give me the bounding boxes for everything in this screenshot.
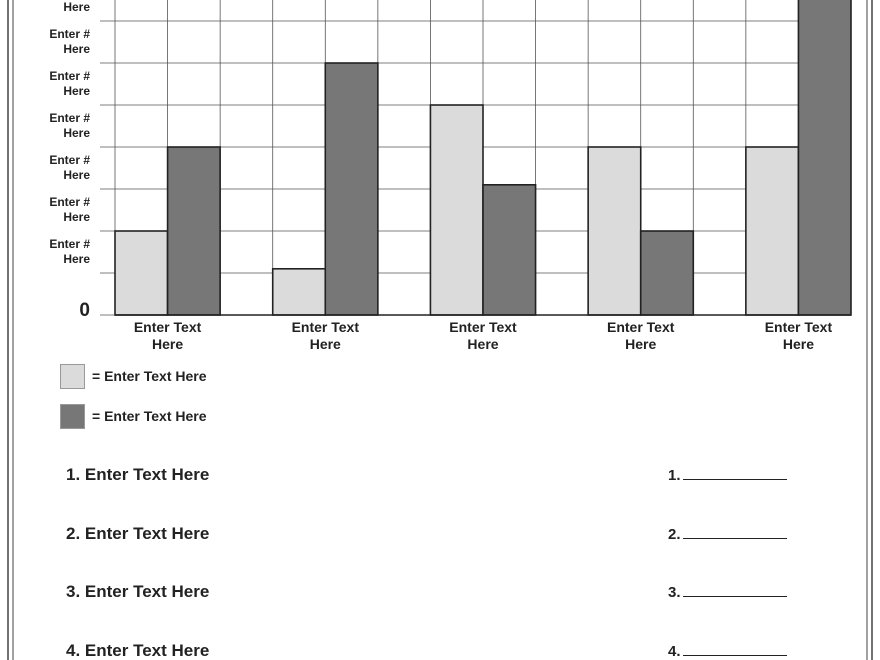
y-tick-label: Enter # Here bbox=[49, 195, 90, 224]
y-tick-label: 0 bbox=[79, 300, 90, 321]
bar bbox=[429, 104, 484, 316]
answer-number: 2. bbox=[668, 525, 681, 543]
bar bbox=[114, 230, 169, 316]
legend-swatch bbox=[60, 364, 85, 389]
y-tick-label: Enter # Here bbox=[49, 27, 90, 56]
answer-blank: 4. bbox=[668, 643, 787, 660]
x-tick-label: Enter Text Here bbox=[133, 319, 202, 352]
bar bbox=[639, 230, 695, 316]
answer-line bbox=[682, 584, 787, 597]
answer-number: 4. bbox=[668, 642, 681, 660]
bar bbox=[166, 146, 221, 316]
x-tick-label: Enter Text Here bbox=[449, 319, 517, 352]
y-tick-label: Enter # Here bbox=[63, 0, 90, 14]
answer-line bbox=[682, 526, 787, 539]
legend-swatch bbox=[60, 404, 85, 429]
bar bbox=[797, 0, 852, 316]
answer-blank: 2. bbox=[668, 526, 787, 543]
answer-number: 3. bbox=[668, 584, 681, 601]
bar bbox=[587, 146, 642, 316]
question: 1. Enter Text Here bbox=[66, 465, 210, 484]
bar bbox=[324, 62, 379, 316]
bar bbox=[271, 267, 327, 316]
answer-number: 1. bbox=[668, 467, 681, 484]
bar bbox=[745, 146, 800, 316]
x-tick-label: Enter Text Here bbox=[291, 319, 359, 352]
question: 2. Enter Text Here bbox=[66, 523, 210, 543]
answer-blank: 3. bbox=[668, 584, 787, 601]
x-tick-label: Enter Text Here bbox=[764, 319, 833, 352]
x-tick-label: Enter Text Here bbox=[606, 319, 675, 352]
y-tick-label: Enter # Here bbox=[49, 111, 90, 140]
y-tick-label: Enter # Here bbox=[49, 69, 90, 98]
legend-label: = Enter Text Here bbox=[92, 408, 207, 424]
bar bbox=[482, 184, 537, 316]
question: 4. Enter Text Here bbox=[66, 640, 210, 660]
answer-blank: 1. bbox=[668, 467, 787, 484]
y-tick-label: Enter # Here bbox=[49, 153, 90, 182]
y-tick-label: Enter # Here bbox=[49, 237, 90, 266]
question: 3. Enter Text Here bbox=[66, 582, 210, 601]
answer-line bbox=[682, 643, 787, 656]
answer-line bbox=[682, 467, 787, 480]
legend-label: = Enter Text Here bbox=[92, 368, 207, 384]
